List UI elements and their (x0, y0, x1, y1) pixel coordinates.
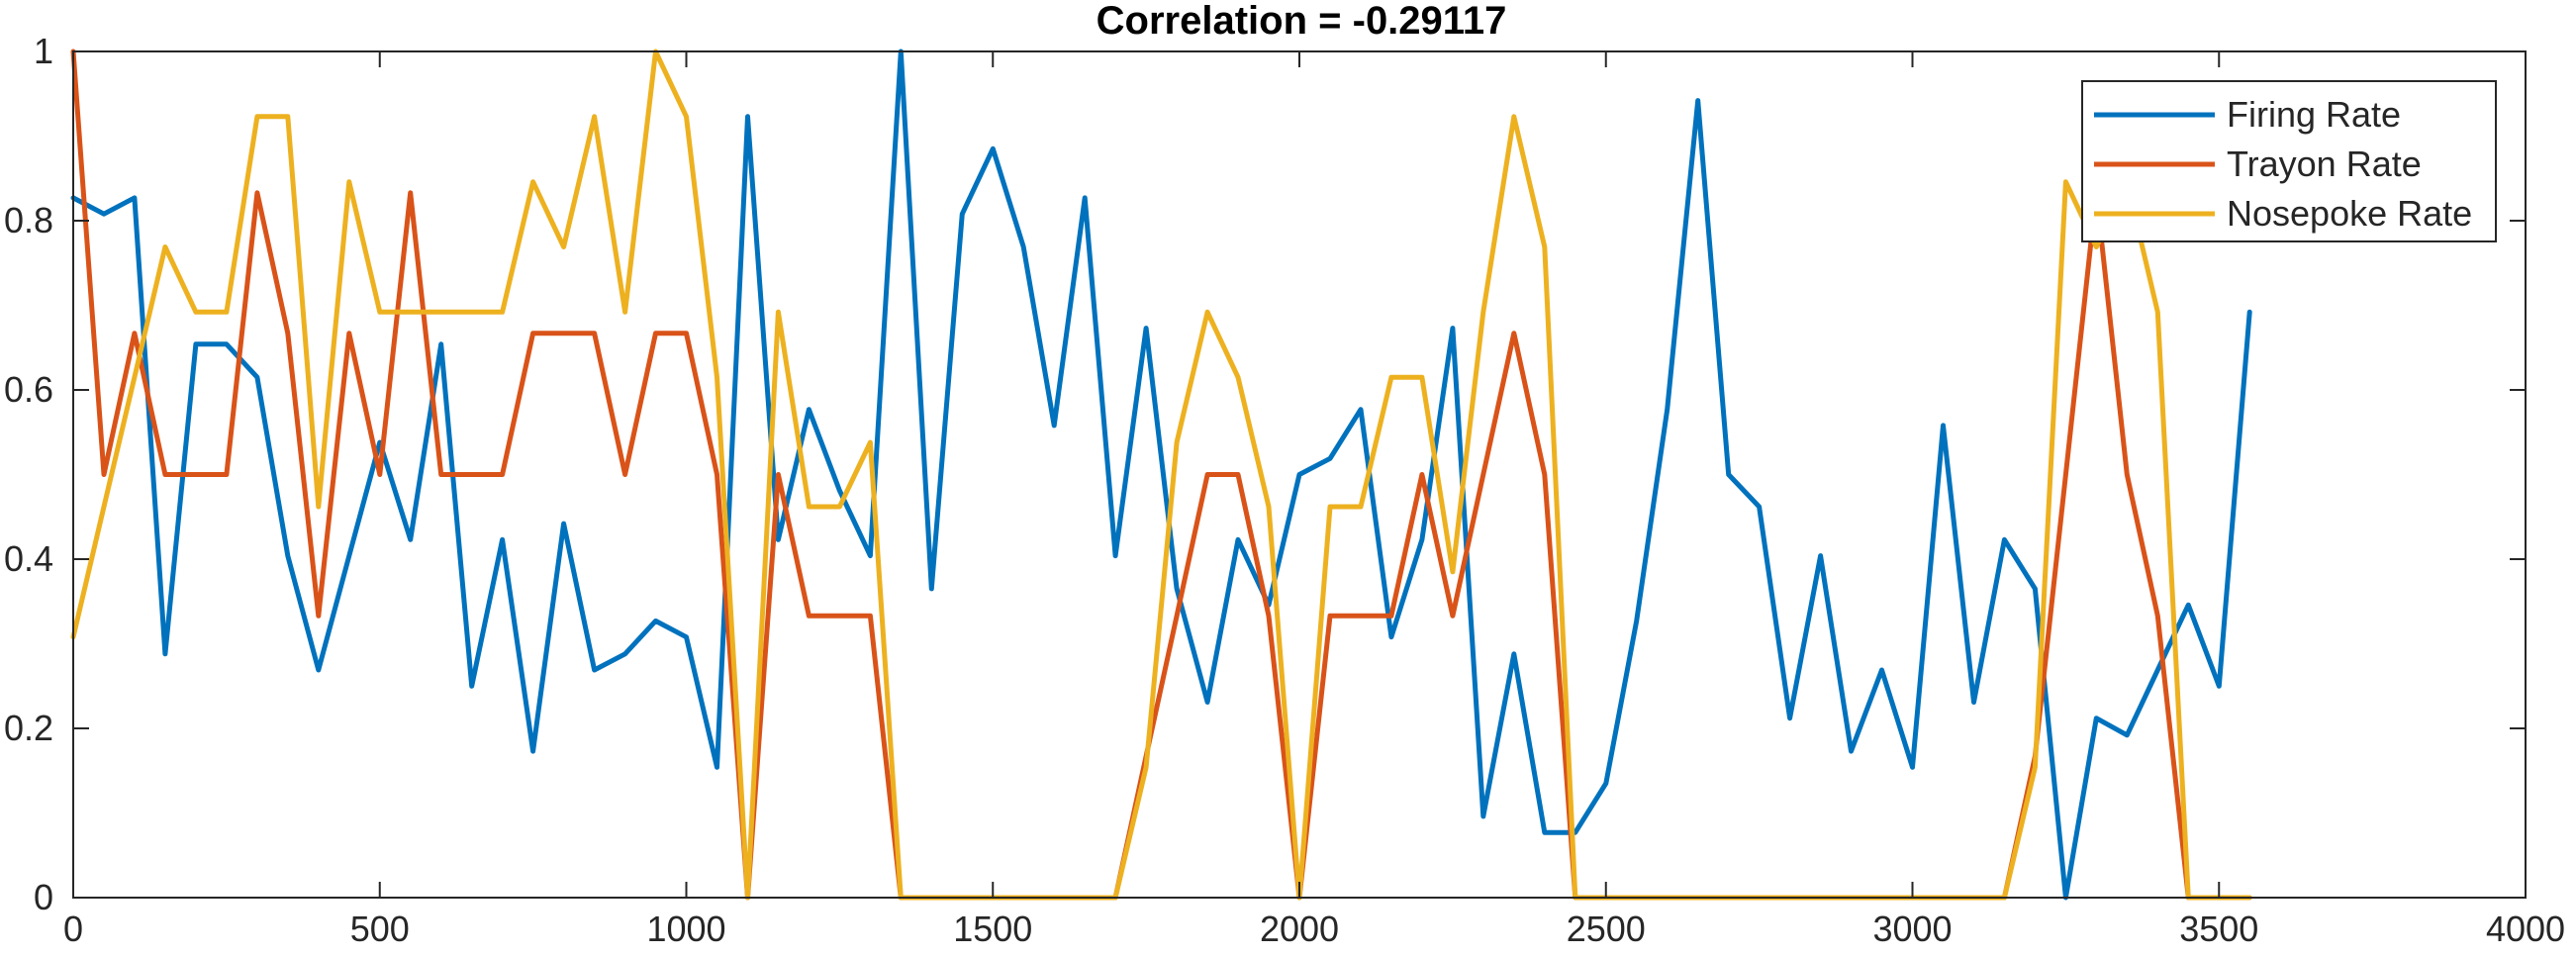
chart-title: Correlation = -0.29117 (1097, 0, 1507, 43)
x-tick-label-6: 3000 (1872, 909, 1952, 949)
x-tick-label-7: 3500 (2179, 909, 2258, 949)
legend-label-2: Nosepoke Rate (2227, 193, 2472, 234)
y-tick-label-1: 0.2 (4, 708, 53, 748)
x-tick-label-2: 1000 (646, 909, 725, 949)
legend-label-1: Trayon Rate (2227, 144, 2422, 184)
y-tick-label-5: 1 (34, 31, 53, 71)
axes: 0 500 1000 1500 2000 2500 3000 3500 4000 0 0.2 0.4 0… (4, 31, 2565, 949)
x-tick-label-3: 1500 (953, 909, 1032, 949)
y-tick-label-3: 0.6 (4, 369, 53, 410)
legend-label-0: Firing Rate (2227, 94, 2401, 135)
x-tick-label-0: 0 (63, 909, 83, 949)
x-tick-label-8: 4000 (2486, 909, 2565, 949)
y-tick-label-0: 0 (34, 877, 53, 917)
legend: Firing Rate Trayon Rate Nosepoke Rate (2081, 80, 2497, 242)
x-tick-label-4: 2000 (1260, 909, 1339, 949)
y-tick-label-2: 0.4 (4, 538, 53, 579)
x-tick-label-5: 2500 (1567, 909, 1646, 949)
series-line-0 (70, 48, 2252, 901)
y-tick-label-4: 0.8 (4, 200, 53, 240)
x-tick-label-1: 500 (350, 909, 410, 949)
